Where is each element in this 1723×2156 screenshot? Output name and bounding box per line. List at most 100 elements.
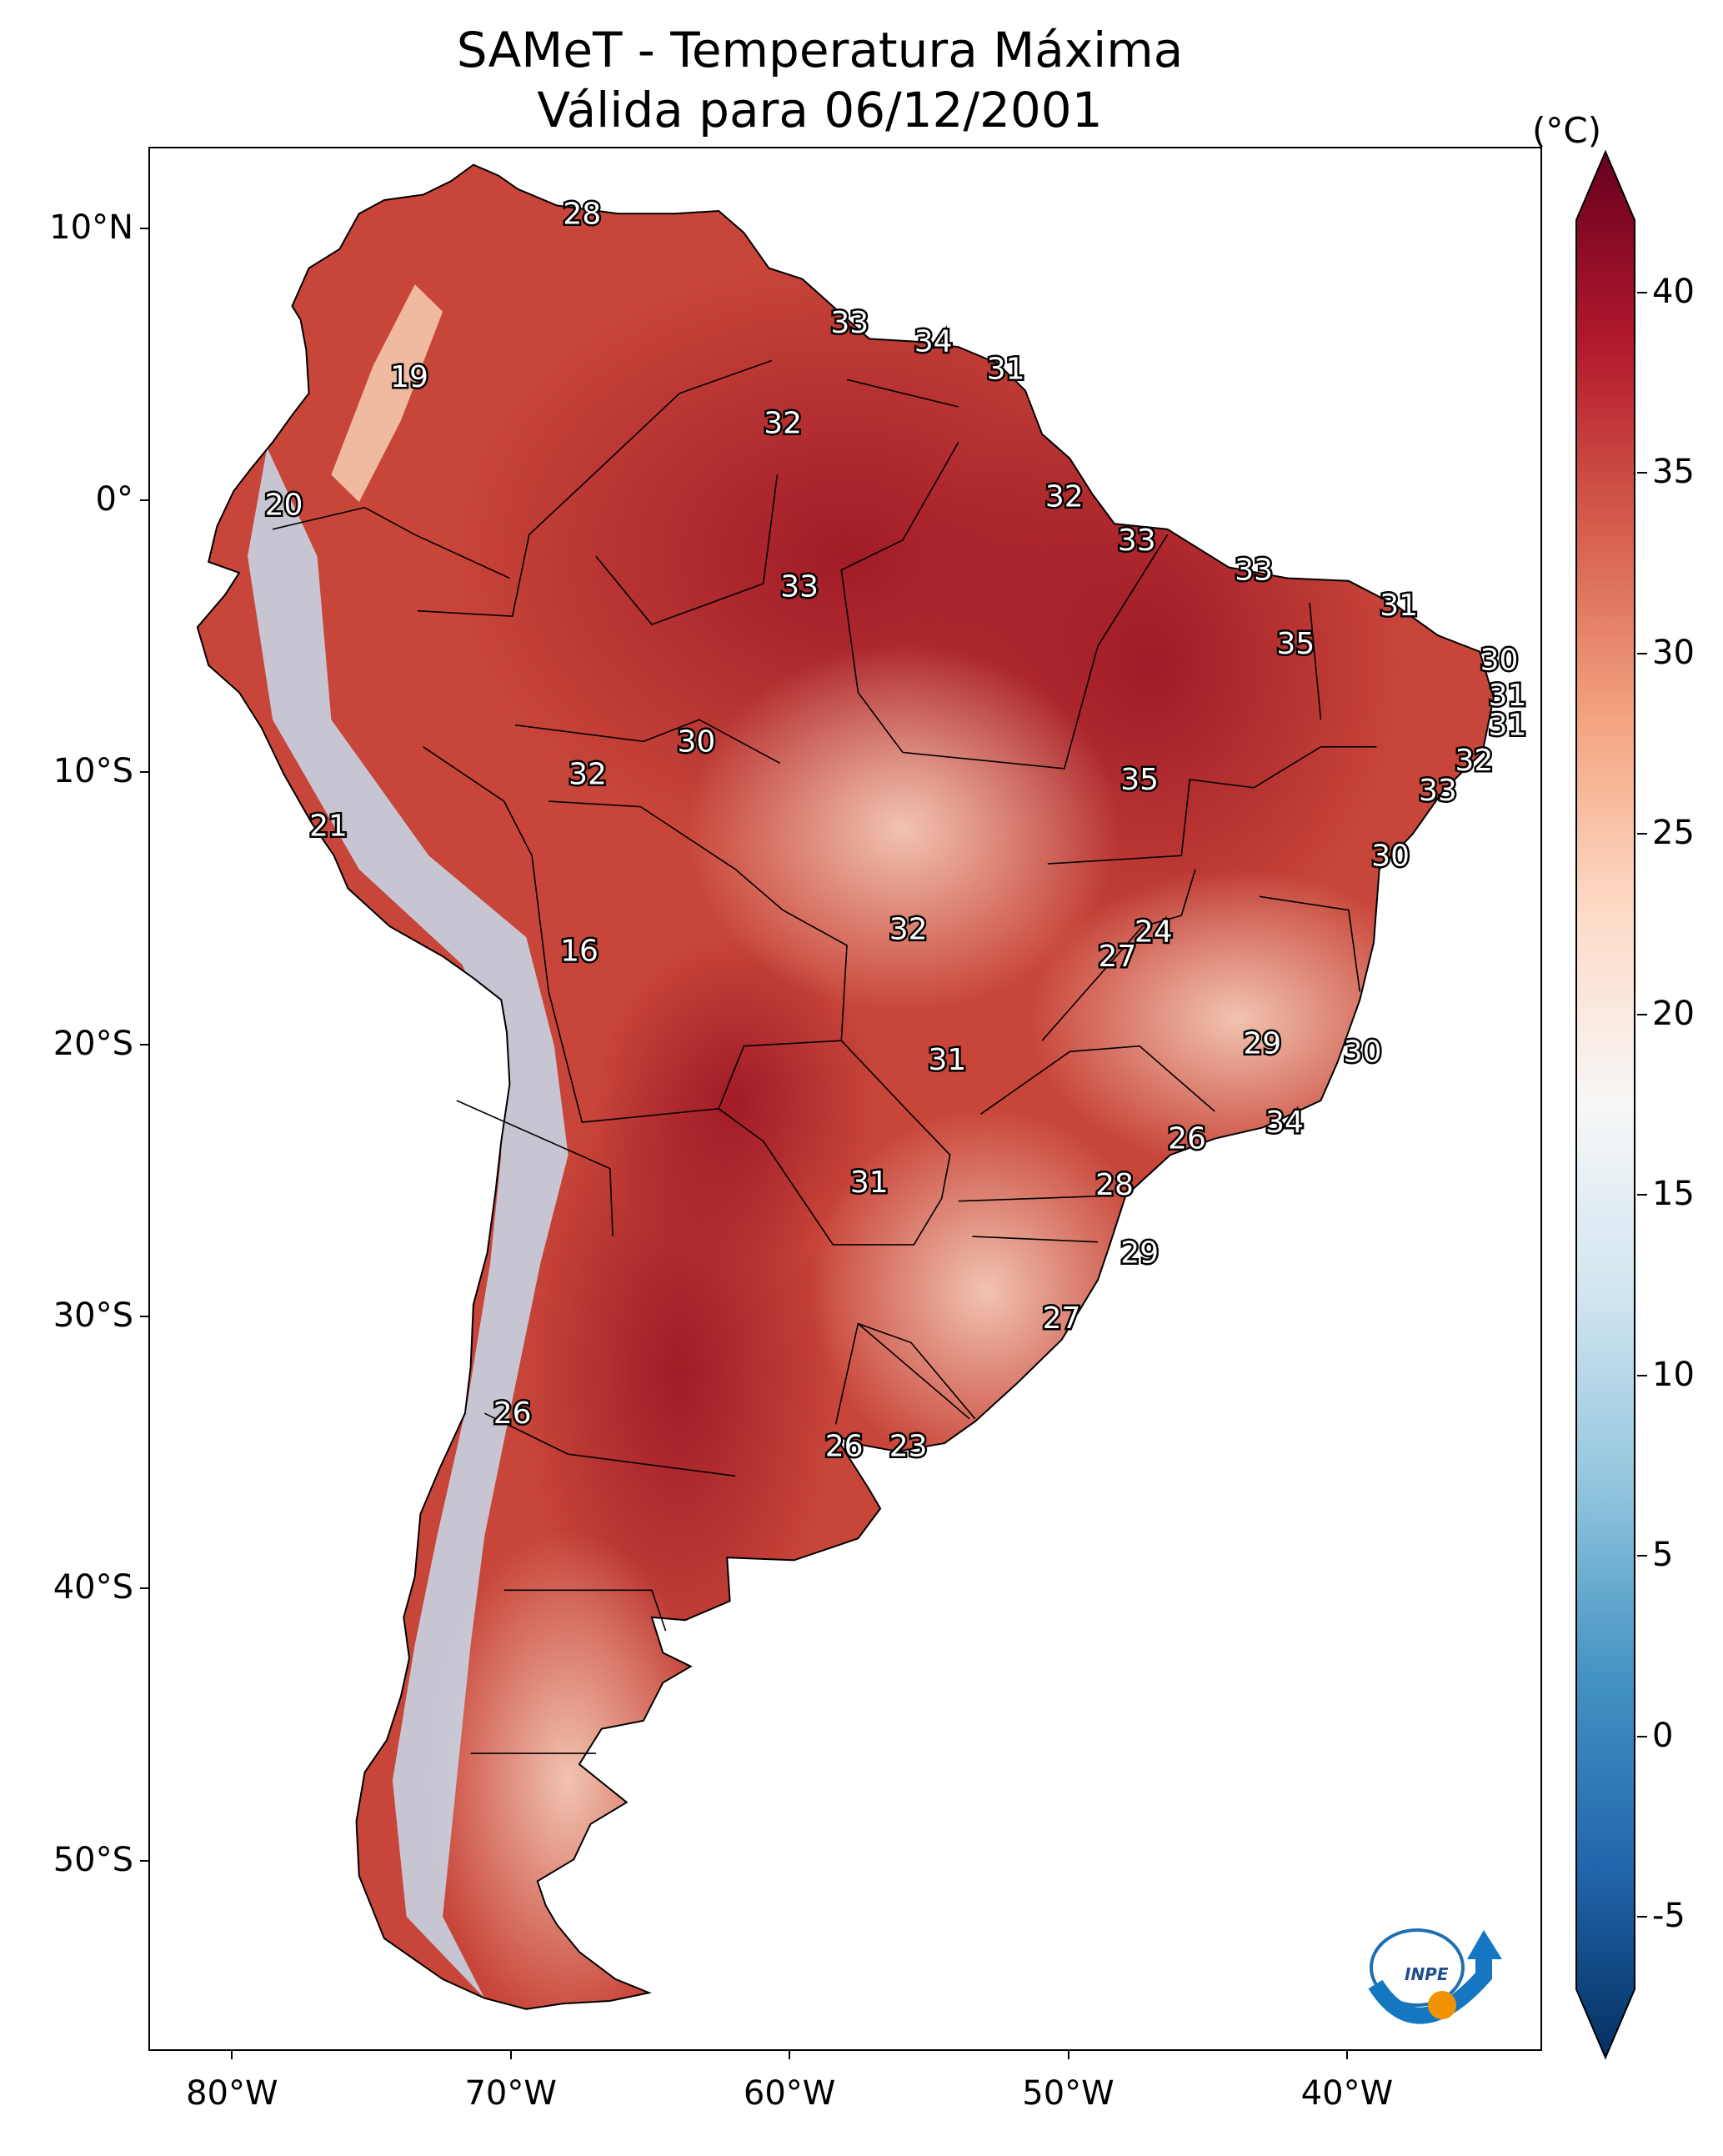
temperature-label: 33: [1419, 774, 1457, 808]
map-title-line1: SAMeT - Temperatura Máxima: [456, 22, 1184, 78]
temperature-label: 30: [1480, 643, 1519, 677]
temperature-label: 31: [928, 1043, 966, 1077]
border-line: [718, 1040, 951, 1246]
colorbar-tick-label: 40: [1652, 272, 1695, 311]
colorbar-unit: (°C): [1532, 110, 1602, 151]
longitude-tick: [789, 2051, 791, 2059]
northern-andes-cool-band: [331, 284, 443, 503]
border-line: [857, 1322, 970, 1420]
chaco-hot-zone: [594, 934, 878, 1267]
latitude-tick-label: 40°S: [53, 1568, 133, 1607]
border-line: [840, 442, 959, 753]
temperature-label: 24: [1134, 915, 1173, 950]
temperature-label: 32: [889, 912, 928, 946]
colorbar-tick-label: 25: [1652, 814, 1695, 853]
latitude-tick-label: 50°S: [53, 1840, 133, 1879]
temperature-map: 28 33 34 31 19 32 32 20 33 33 33 31 35 30 31 31 30 32 32 35…: [196, 163, 1529, 2010]
temperature-label: 32: [1045, 480, 1084, 514]
colorbar-tick-label: 0: [1652, 1716, 1674, 1755]
latitude-tick: [140, 499, 148, 502]
temperature-label: 35: [1120, 763, 1159, 797]
temperature-label: 26: [825, 1429, 864, 1463]
temperature-label: 31: [1489, 709, 1527, 743]
longitude-tick: [1067, 2051, 1069, 2059]
latitude-tick: [140, 1587, 148, 1590]
temperature-label: 33: [780, 569, 819, 604]
temperature-label: 32: [1455, 744, 1493, 778]
colorbar-scale: [1575, 150, 1635, 2059]
temperature-contour-labels: 28 33 34 31 19 32 32 20 33 33 33 31 35 30 31 31 30 32 32 35…: [263, 195, 1529, 1466]
temperature-label: 27: [1098, 940, 1136, 974]
country-state-borders: [196, 163, 1495, 2010]
longitude-tick: [231, 2051, 233, 2059]
andes-cold-band: [248, 447, 568, 1998]
longitude-tick-label: 50°W: [1022, 2074, 1114, 2113]
temperature-label: 28: [563, 197, 601, 231]
border-line: [902, 534, 1169, 770]
temperature-label: 19: [390, 360, 428, 394]
border-line: [1047, 746, 1377, 865]
temperature-label: 31: [1380, 589, 1418, 623]
temperature-label: 31: [850, 1166, 889, 1200]
map-panel: 28 33 34 31 19 32 32 20 33 33 33 31 35 30 31 31 30 32 32 35…: [148, 147, 1542, 2051]
colorbar-tick-label: 15: [1652, 1175, 1695, 1214]
border-line: [456, 1100, 614, 1237]
temperature-label: 29: [1120, 1236, 1159, 1271]
temperature-label: 28: [1095, 1168, 1134, 1202]
temperature-label: 33: [1235, 554, 1273, 588]
coastline: [196, 163, 1495, 2010]
temperature-label: 32: [764, 407, 802, 441]
temperature-label: 27: [1043, 1301, 1081, 1336]
temperature-label: 30: [1371, 839, 1410, 873]
land-temperature-field: [197, 164, 1494, 2009]
longitude-tick-label: 80°W: [186, 2074, 278, 2113]
border-line: [272, 506, 510, 579]
border-line: [834, 1322, 976, 1425]
temperature-label: 31: [987, 352, 1025, 386]
south-brazil-cooler-zone: [811, 1107, 1162, 1475]
temperature-label: 26: [1168, 1122, 1206, 1156]
latitude-tick: [140, 227, 148, 229]
longitude-tick: [1345, 2051, 1348, 2059]
colorbar-tick: [1637, 1013, 1647, 1015]
border-line: [483, 1412, 736, 1477]
colorbar-tick-label: -5: [1652, 1897, 1685, 1936]
latitude-tick: [140, 1859, 148, 1862]
latitude-tick-label: 30°S: [53, 1296, 133, 1336]
latitude-tick: [140, 771, 148, 774]
colorbar-tick: [1637, 1194, 1647, 1196]
border-line: [972, 1236, 1099, 1243]
latitude-tick-label: 10°S: [53, 752, 133, 791]
temperature-label: 29: [1243, 1027, 1281, 1061]
inpe-logo: INPE: [1368, 1928, 1502, 2024]
border-line: [1041, 869, 1196, 1041]
colorbar-tick: [1637, 472, 1647, 474]
colorbar-tick-label: 30: [1652, 633, 1695, 672]
border-line: [595, 474, 779, 625]
temperature-label: 33: [830, 306, 869, 340]
border-line: [417, 359, 772, 618]
longitude-tick: [509, 2051, 512, 2059]
temperature-label: 34: [1265, 1106, 1304, 1140]
temperature-label: 20: [265, 488, 303, 522]
temperature-label: 30: [1344, 1035, 1382, 1069]
border-line: [514, 719, 781, 765]
temperature-label: 23: [889, 1429, 928, 1463]
colorbar-tick: [1637, 1916, 1647, 1918]
latitude-tick: [140, 1043, 148, 1045]
border-line: [980, 1045, 1215, 1115]
southeast-cooler-zone: [1029, 869, 1446, 1170]
temperature-label: 33: [1118, 524, 1156, 558]
colorbar: [1575, 150, 1635, 2059]
colorbar-tick-label: 35: [1652, 453, 1695, 492]
longitude-tick-label: 60°W: [743, 2074, 836, 2113]
temperature-label: 35: [1276, 627, 1315, 661]
colorbar-tick: [1637, 291, 1647, 293]
colorbar-tick: [1637, 1735, 1647, 1737]
colorbar-tick: [1637, 833, 1647, 835]
colorbar-tick: [1637, 1555, 1647, 1557]
border-line: [1309, 602, 1322, 720]
border-line: [1259, 895, 1361, 992]
longitude-tick-label: 70°W: [464, 2074, 557, 2113]
colorbar-tick: [1637, 1374, 1647, 1376]
